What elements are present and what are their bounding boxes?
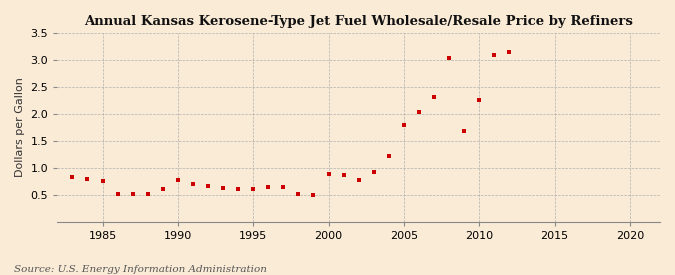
Y-axis label: Dollars per Gallon: Dollars per Gallon (15, 78, 25, 177)
Point (443, 56, 454, 60)
Point (188, 181, 198, 186)
Point (278, 185, 289, 189)
Point (263, 185, 273, 189)
Point (82, 177, 93, 181)
Point (308, 192, 319, 197)
Point (217, 186, 228, 191)
Title: Annual Kansas Kerosene-Type Jet Fuel Wholesale/Resale Price by Refiners: Annual Kansas Kerosene-Type Jet Fuel Who… (84, 15, 633, 28)
Point (157, 187, 168, 192)
Point (97, 179, 108, 183)
Point (67, 174, 78, 179)
Point (248, 187, 259, 192)
Point (112, 192, 123, 196)
Point (293, 192, 304, 196)
Point (173, 178, 184, 183)
Point (459, 128, 470, 133)
Point (323, 172, 334, 177)
Point (504, 50, 515, 54)
Point (474, 98, 485, 102)
Point (489, 53, 500, 57)
Point (414, 110, 425, 114)
Point (398, 123, 409, 128)
Point (338, 173, 349, 177)
Point (202, 183, 213, 188)
Point (383, 154, 394, 158)
Point (429, 95, 439, 99)
Point (128, 191, 138, 196)
Point (142, 192, 153, 196)
Text: Source: U.S. Energy Information Administration: Source: U.S. Energy Information Administ… (14, 265, 267, 274)
Point (369, 170, 379, 174)
Point (353, 178, 364, 183)
Point (233, 187, 244, 192)
